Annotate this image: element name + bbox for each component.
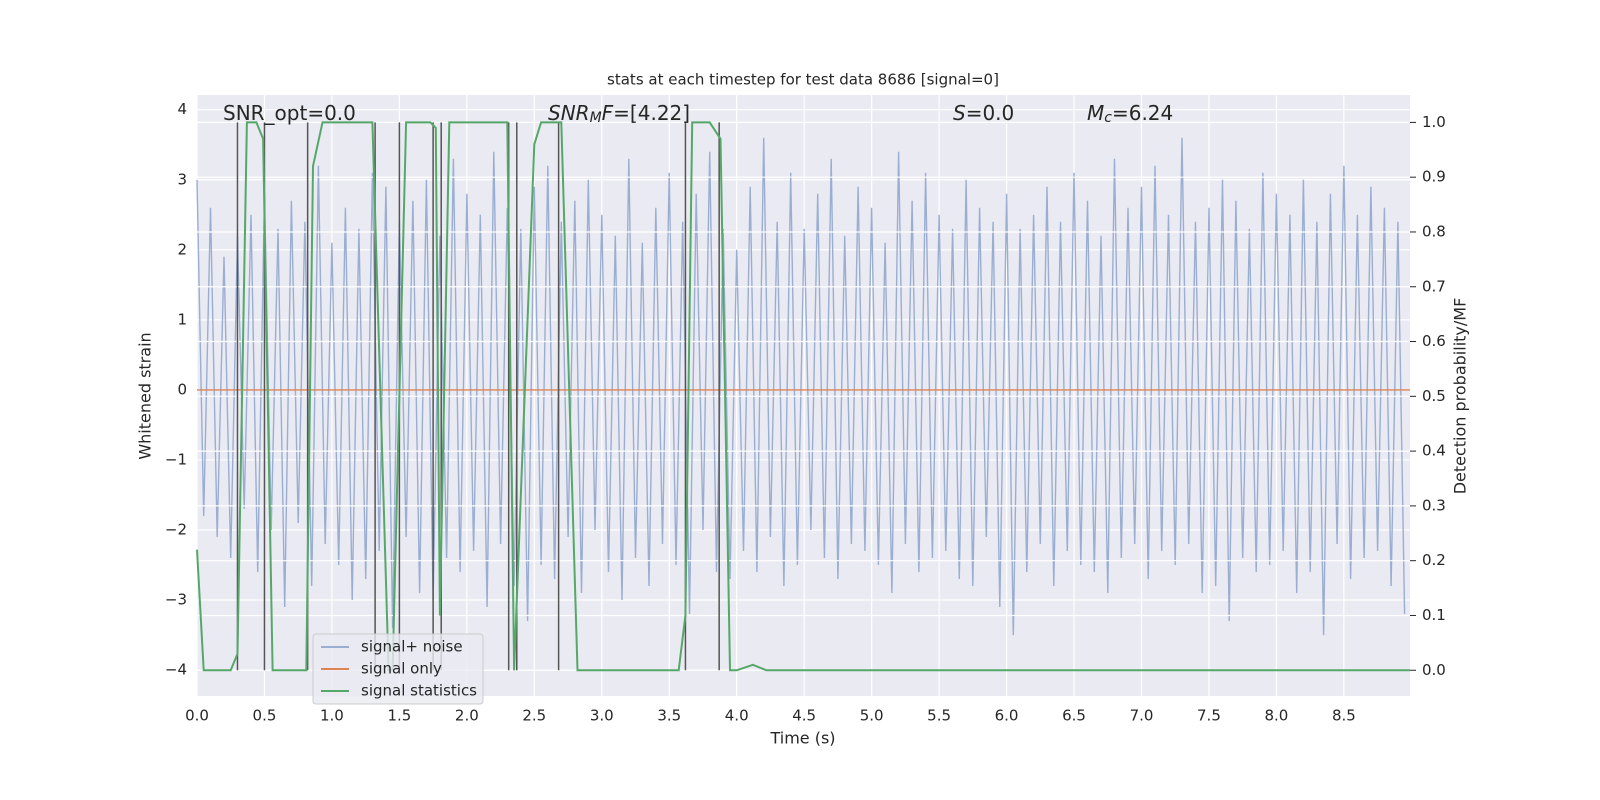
annotation-part: =6.24 [1112,101,1173,125]
chart-title: stats at each timestep for test data 868… [607,71,999,89]
legend-label: signal+ noise [361,638,463,656]
annotation: SNR_opt=0.0 [223,101,356,125]
y-tick-label: 4 [177,100,187,118]
y2-tick-label: 0.6 [1422,332,1446,350]
y-tick-label: 3 [177,170,187,188]
annotation-part: SNR_opt=0.0 [223,101,356,125]
x-tick-label: 3.5 [657,707,681,725]
y-tick-label: 0 [177,380,187,398]
plot-area [197,95,1410,696]
y-tick-label: −3 [165,591,187,609]
legend-label: signal statistics [361,682,477,700]
x-tick-label: 3.0 [590,707,614,725]
legend-label: signal only [361,660,442,678]
x-tick-label: 6.0 [995,707,1019,725]
y2-tick-label: 0.3 [1422,496,1446,514]
y2-tick-label: 0.1 [1422,606,1446,624]
y2-tick-label: 0.5 [1422,387,1446,405]
y2-tick-label: 0.0 [1422,661,1446,679]
x-axis-label: Time (s) [769,729,835,748]
annotation-part: =0.0 [966,101,1015,125]
legend-box [312,633,484,705]
x-tick-label: 7.0 [1130,707,1154,725]
y2-tick-label: 0.4 [1422,442,1446,460]
y2-tick-label: 0.7 [1422,277,1446,295]
x-tick-label: 7.5 [1197,707,1221,725]
annotation-part: F [602,101,614,125]
y2-tick-label: 1.0 [1422,113,1446,131]
x-tick-label: 8.5 [1332,707,1356,725]
x-tick-label: 2.5 [522,707,546,725]
x-tick-label: 2.0 [455,707,479,725]
y2-tick-label: 0.8 [1422,222,1446,240]
x-tick-label: 0.5 [253,707,277,725]
y-tick-label: −4 [165,661,187,679]
x-tick-label: 8.0 [1264,707,1288,725]
annotation: SNRMF=[4.22] [548,101,690,126]
annotation-part: =[4.22] [613,101,690,125]
y2-tick-label: 0.9 [1422,168,1446,186]
x-tick-label: 5.5 [927,707,951,725]
annotation-part: c [1104,110,1112,126]
y-axis-label: Whitened strain [136,332,155,459]
x-tick-label: 6.5 [1062,707,1086,725]
annotation: Mc=6.24 [1087,101,1173,126]
y-tick-label: 2 [177,240,187,258]
y2-axis-label: Detection probability/MF [1451,298,1470,495]
y-tick-label: −1 [165,450,187,468]
y-tick-label: −2 [165,520,187,538]
y2-tick-label: 0.2 [1422,551,1446,569]
annotation-part: M [590,110,602,126]
series-line [196,121,1410,672]
annotation-part: SNR [548,101,590,125]
x-tick-label: 4.0 [725,707,749,725]
annotation-part: M [1087,101,1104,125]
x-tick-label: 4.5 [792,707,816,725]
annotation: S=0.0 [953,101,1014,125]
x-tick-label: 5.0 [860,707,884,725]
x-tick-label: 1.0 [320,707,344,725]
y-tick-label: 1 [177,310,187,328]
x-tick-label: 0.0 [185,707,209,725]
overlay: 0.0 0.5 1.0 1.5 2.0 2.5 3.0 3.5 4.0 4.5 5.0 5.5 6.0 6… [165,100,1446,724]
x-tick-label: 1.5 [387,707,411,725]
annotation-part: S [953,101,966,125]
